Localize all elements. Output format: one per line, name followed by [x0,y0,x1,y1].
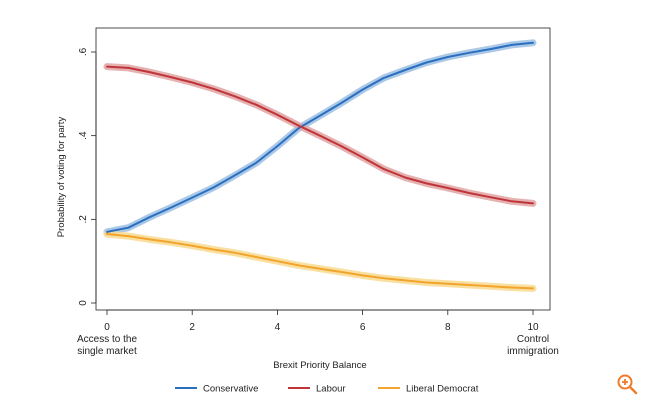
x-end-label-right-line2: immigration [507,346,559,357]
line-labour [106,65,534,205]
legend: Conservative Labour Liberal Democrat [175,384,479,395]
line-conservative [106,41,534,233]
confidence-bands [103,39,537,292]
x-tick-label-8: 8 [445,322,451,333]
x-end-label-left-line1: Access to the [77,334,137,345]
x-end-label-left-line2: single market [77,346,137,357]
line-liberal-democrat [106,233,534,290]
series-lines [106,41,534,290]
legend-label-labour: Labour [316,384,346,395]
x-axis: 0 2 4 6 8 10 [104,309,539,333]
x-tick-label-6: 6 [360,322,366,333]
x-tick-label-10: 10 [527,322,539,333]
y-tick-label-1: .2 [78,215,89,224]
y-tick-label-2: .4 [78,131,89,140]
y-axis: 0 .2 .4 .6 [78,47,97,306]
y-axis-title: Probability of voting for party [56,117,67,238]
zoom-button[interactable] [616,373,638,395]
x-end-label-right-line1: Control [517,334,549,345]
x-tick-label-2: 2 [189,322,195,333]
legend-label-conservative: Conservative [203,384,258,395]
x-tick-label-0: 0 [104,322,110,333]
y-tick-label-0: 0 [78,300,89,306]
x-end-label-right: Control immigration [507,334,559,357]
zoom-in-icon [617,374,638,395]
x-tick-label-4: 4 [275,322,281,333]
y-tick-label-3: .6 [78,47,89,56]
x-end-label-left: Access to the single market [77,334,137,357]
x-axis-title: Brexit Priority Balance [273,360,366,371]
legend-label-liberal-democrat: Liberal Democrat [406,384,479,395]
